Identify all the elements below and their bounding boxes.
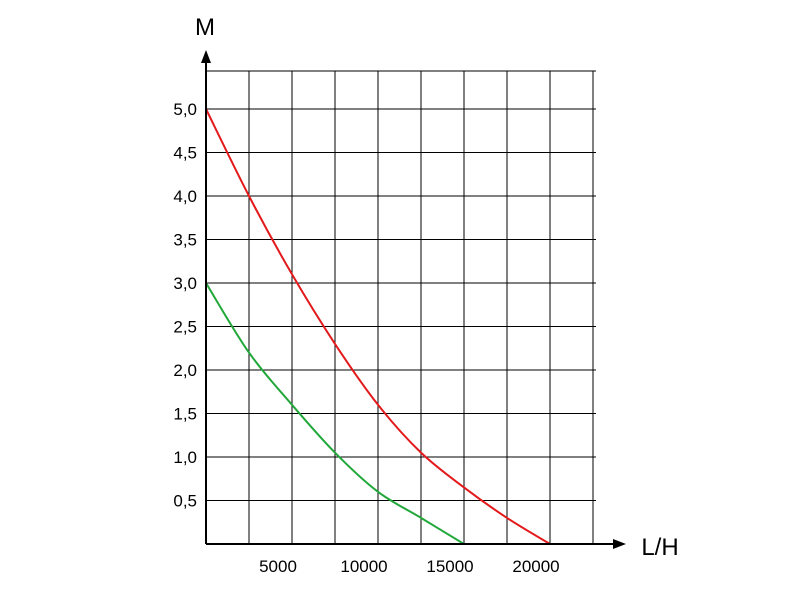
y-tick-label: 4,5 <box>173 144 197 163</box>
x-axis-title: L/H <box>641 534 678 561</box>
x-axis-arrow <box>613 539 626 549</box>
tick-labels: 0,5 1,0 1,5 2,0 2,5 3,0 3,5 4,0 4,5 5,0 5000 10000 1… <box>173 100 559 576</box>
y-tick-label: 2,5 <box>173 318 197 337</box>
grid <box>206 70 596 544</box>
y-tick-label: 4,0 <box>173 187 197 206</box>
axes <box>201 50 626 549</box>
x-tick-label: 5000 <box>259 557 297 576</box>
series-layer <box>205 108 551 545</box>
y-tick-label: 2,0 <box>173 361 197 380</box>
y-tick-label: 3,0 <box>173 274 197 293</box>
x-tick-label: 20000 <box>512 557 559 576</box>
x-tick-label: 15000 <box>426 557 473 576</box>
x-tick-label: 10000 <box>340 557 387 576</box>
y-tick-label: 1,5 <box>173 405 197 424</box>
y-axis-title: M <box>195 14 215 41</box>
y-tick-label: 5,0 <box>173 100 197 119</box>
y-axis-arrow <box>201 50 211 63</box>
y-tick-label: 3,5 <box>173 231 197 250</box>
series-line-2 <box>205 282 465 545</box>
y-tick-label: 1,0 <box>173 448 197 467</box>
y-tick-label: 0,5 <box>173 492 197 511</box>
series-line-1 <box>205 108 551 545</box>
